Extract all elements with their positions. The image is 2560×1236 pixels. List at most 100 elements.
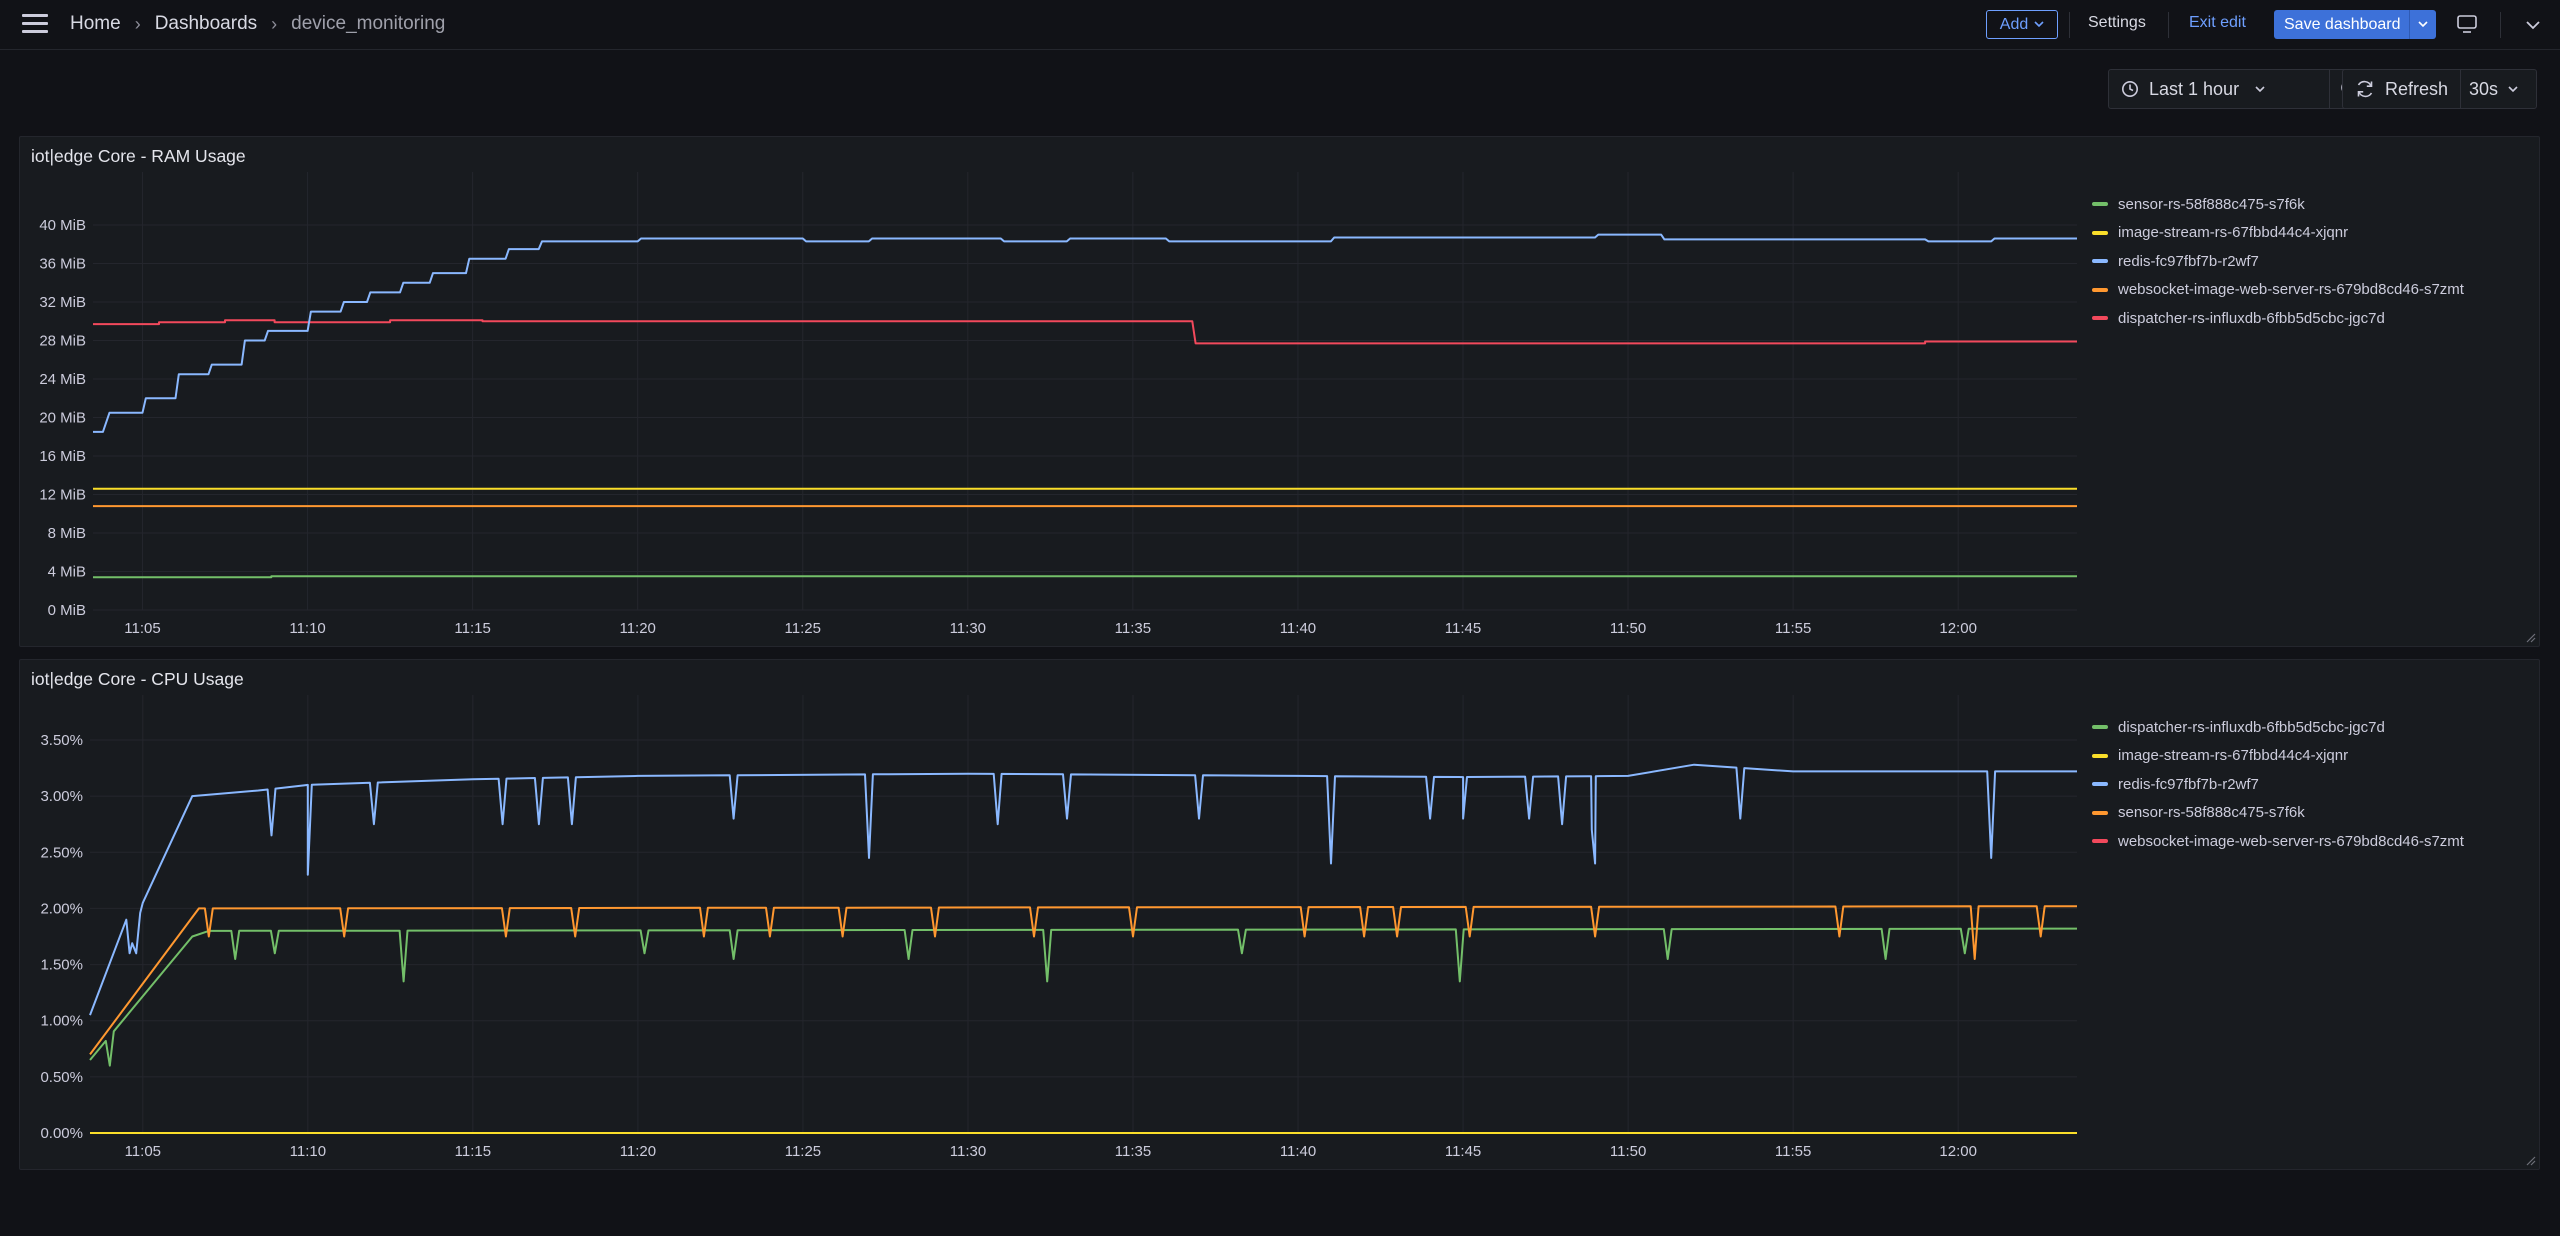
chevron-down-icon[interactable] bbox=[2522, 14, 2544, 36]
y-tick-label: 0.50% bbox=[40, 1069, 83, 1086]
tv-icon[interactable] bbox=[2456, 14, 2478, 34]
legend-item[interactable]: dispatcher-rs-influxdb-6fbb5d5cbc-jgc7d bbox=[2092, 713, 2464, 742]
refresh-interval[interactable]: 30s bbox=[2469, 78, 2499, 99]
series-line bbox=[89, 905, 2077, 1055]
clock-icon bbox=[2122, 81, 2138, 97]
x-tick-label: 11:35 bbox=[1115, 1143, 1151, 1160]
legend-swatch bbox=[2092, 316, 2108, 321]
legend-swatch bbox=[2092, 202, 2108, 207]
legend-item[interactable]: image-stream-rs-67fbbd44c4-xjqnr bbox=[2092, 219, 2464, 248]
x-tick-label: 11:40 bbox=[1280, 1143, 1316, 1160]
refresh-picker: Refresh 30s bbox=[2342, 69, 2537, 109]
y-tick-label: 3.00% bbox=[40, 788, 83, 805]
x-tick-label: 11:20 bbox=[620, 1143, 656, 1160]
x-tick-label: 11:20 bbox=[619, 620, 655, 637]
x-tick-label: 11:50 bbox=[1610, 1143, 1646, 1160]
x-tick-label: 11:40 bbox=[1280, 620, 1316, 637]
y-tick-label: 8 MiB bbox=[48, 525, 86, 542]
x-tick-label: 11:50 bbox=[1610, 620, 1646, 637]
y-tick-label: 4 MiB bbox=[48, 564, 86, 581]
y-tick-label: 40 MiB bbox=[39, 217, 86, 234]
x-tick-label: 11:10 bbox=[289, 620, 325, 637]
toolbar-divider bbox=[2069, 12, 2070, 38]
legend-item[interactable]: websocket-image-web-server-rs-679bd8cd46… bbox=[2092, 827, 2464, 856]
save-dashboard-button[interactable]: Save dashboard bbox=[2274, 10, 2436, 39]
settings-button[interactable]: Settings bbox=[2088, 14, 2146, 31]
refresh-icon[interactable] bbox=[2355, 79, 2375, 99]
legend-swatch bbox=[2092, 287, 2108, 292]
panel-title[interactable]: iot|edge Core - RAM Usage bbox=[31, 146, 246, 166]
chevron-down-icon bbox=[2034, 21, 2044, 28]
toolbar-divider bbox=[2168, 12, 2169, 38]
x-tick-label: 11:15 bbox=[455, 1143, 491, 1160]
chevron-down-icon bbox=[2418, 21, 2428, 28]
x-tick-label: 11:25 bbox=[785, 1143, 821, 1160]
y-tick-label: 28 MiB bbox=[39, 333, 86, 350]
chevron-right-icon: › bbox=[271, 13, 278, 34]
legend-swatch bbox=[2092, 725, 2108, 730]
y-tick-label: 3.50% bbox=[40, 732, 83, 749]
refresh-button[interactable]: Refresh bbox=[2385, 78, 2449, 99]
legend-label: image-stream-rs-67fbbd44c4-xjqnr bbox=[2118, 224, 2349, 242]
legend-swatch bbox=[2092, 230, 2108, 235]
y-tick-label: 0 MiB bbox=[48, 602, 86, 619]
ram-usage-chart[interactable]: 0 MiB 4 MiB 8 MiB 12 MiB 16 MiB 20 MiB 24 MiB 2… bbox=[20, 137, 2080, 648]
legend-item[interactable]: websocket-image-web-server-rs-679bd8cd46… bbox=[2092, 276, 2464, 305]
chevron-right-icon: › bbox=[134, 13, 141, 34]
legend-label: image-stream-rs-67fbbd44c4-xjqnr bbox=[2118, 747, 2349, 765]
resize-handle-icon[interactable] bbox=[2526, 633, 2536, 643]
legend-label: redis-fc97fbf7b-r2wf7 bbox=[2118, 775, 2259, 793]
x-tick-label: 11:35 bbox=[1115, 620, 1151, 637]
y-tick-label: 36 MiB bbox=[39, 256, 86, 273]
time-range-label: Last 1 hour bbox=[2149, 78, 2240, 99]
exit-edit-button[interactable]: Exit edit bbox=[2189, 14, 2246, 31]
y-tick-label: 1.00% bbox=[40, 1013, 83, 1030]
breadcrumb-dashboards[interactable]: Dashboards bbox=[154, 13, 258, 34]
legend-swatch bbox=[2092, 259, 2108, 264]
x-tick-label: 12:00 bbox=[1939, 620, 1977, 637]
legend-label: sensor-rs-58f888c475-s7f6k bbox=[2118, 195, 2305, 213]
legend-item[interactable]: redis-fc97fbf7b-r2wf7 bbox=[2092, 247, 2464, 276]
legend-swatch bbox=[2092, 839, 2108, 844]
y-tick-label: 16 MiB bbox=[39, 448, 86, 465]
x-tick-label: 12:00 bbox=[1939, 1143, 1977, 1160]
legend-swatch bbox=[2092, 782, 2108, 787]
series-line bbox=[89, 927, 2078, 1067]
chevron-down-icon[interactable] bbox=[2508, 85, 2518, 93]
legend-label: dispatcher-rs-influxdb-6fbb5d5cbc-jgc7d bbox=[2118, 718, 2385, 736]
chevron-down-icon bbox=[2255, 85, 2265, 92]
legend-item[interactable]: image-stream-rs-67fbbd44c4-xjqnr bbox=[2092, 742, 2464, 771]
x-tick-label: 11:45 bbox=[1445, 620, 1481, 637]
legend-label: redis-fc97fbf7b-r2wf7 bbox=[2118, 252, 2259, 270]
resize-handle-icon[interactable] bbox=[2526, 1156, 2536, 1166]
save-dashboard-label: Save dashboard bbox=[2284, 15, 2401, 33]
menu-icon[interactable] bbox=[22, 14, 48, 34]
x-tick-label: 11:45 bbox=[1445, 1143, 1481, 1160]
x-tick-label: 11:30 bbox=[950, 1143, 986, 1160]
x-tick-label: 11:25 bbox=[785, 620, 821, 637]
legend-label: dispatcher-rs-influxdb-6fbb5d5cbc-jgc7d bbox=[2118, 309, 2385, 327]
y-tick-label: 0.00% bbox=[40, 1125, 83, 1142]
y-tick-label: 2.00% bbox=[40, 900, 83, 917]
add-button[interactable]: Add bbox=[1986, 10, 2058, 39]
panel-title[interactable]: iot|edge Core - CPU Usage bbox=[31, 669, 244, 689]
y-tick-label: 24 MiB bbox=[39, 371, 86, 388]
series-line bbox=[93, 233, 2077, 433]
y-tick-label: 32 MiB bbox=[39, 294, 86, 311]
y-tick-label: 1.50% bbox=[40, 957, 83, 974]
time-picker[interactable]: Last 1 hour bbox=[2108, 69, 2330, 109]
legend-item[interactable]: sensor-rs-58f888c475-s7f6k bbox=[2092, 190, 2464, 219]
x-tick-label: 11:55 bbox=[1775, 1143, 1811, 1160]
y-tick-label: 2.50% bbox=[40, 844, 83, 861]
legend-swatch bbox=[2092, 753, 2108, 758]
cpu-usage-chart[interactable]: 0.00% 0.50% 1.00% 1.50% 2.00% 2.50% 3.00% 3.50%… bbox=[20, 660, 2080, 1171]
series-line bbox=[89, 763, 2077, 1016]
breadcrumb: Home › Dashboards › device_monitoring bbox=[70, 13, 445, 35]
x-tick-label: 11:55 bbox=[1775, 620, 1811, 637]
legend-item[interactable]: sensor-rs-58f888c475-s7f6k bbox=[2092, 799, 2464, 828]
legend-item[interactable]: redis-fc97fbf7b-r2wf7 bbox=[2092, 770, 2464, 799]
legend-item[interactable]: dispatcher-rs-influxdb-6fbb5d5cbc-jgc7d bbox=[2092, 304, 2464, 333]
save-options-dropdown[interactable] bbox=[2408, 10, 2436, 39]
breadcrumb-home[interactable]: Home bbox=[70, 13, 121, 34]
breadcrumb-current: device_monitoring bbox=[291, 13, 446, 34]
